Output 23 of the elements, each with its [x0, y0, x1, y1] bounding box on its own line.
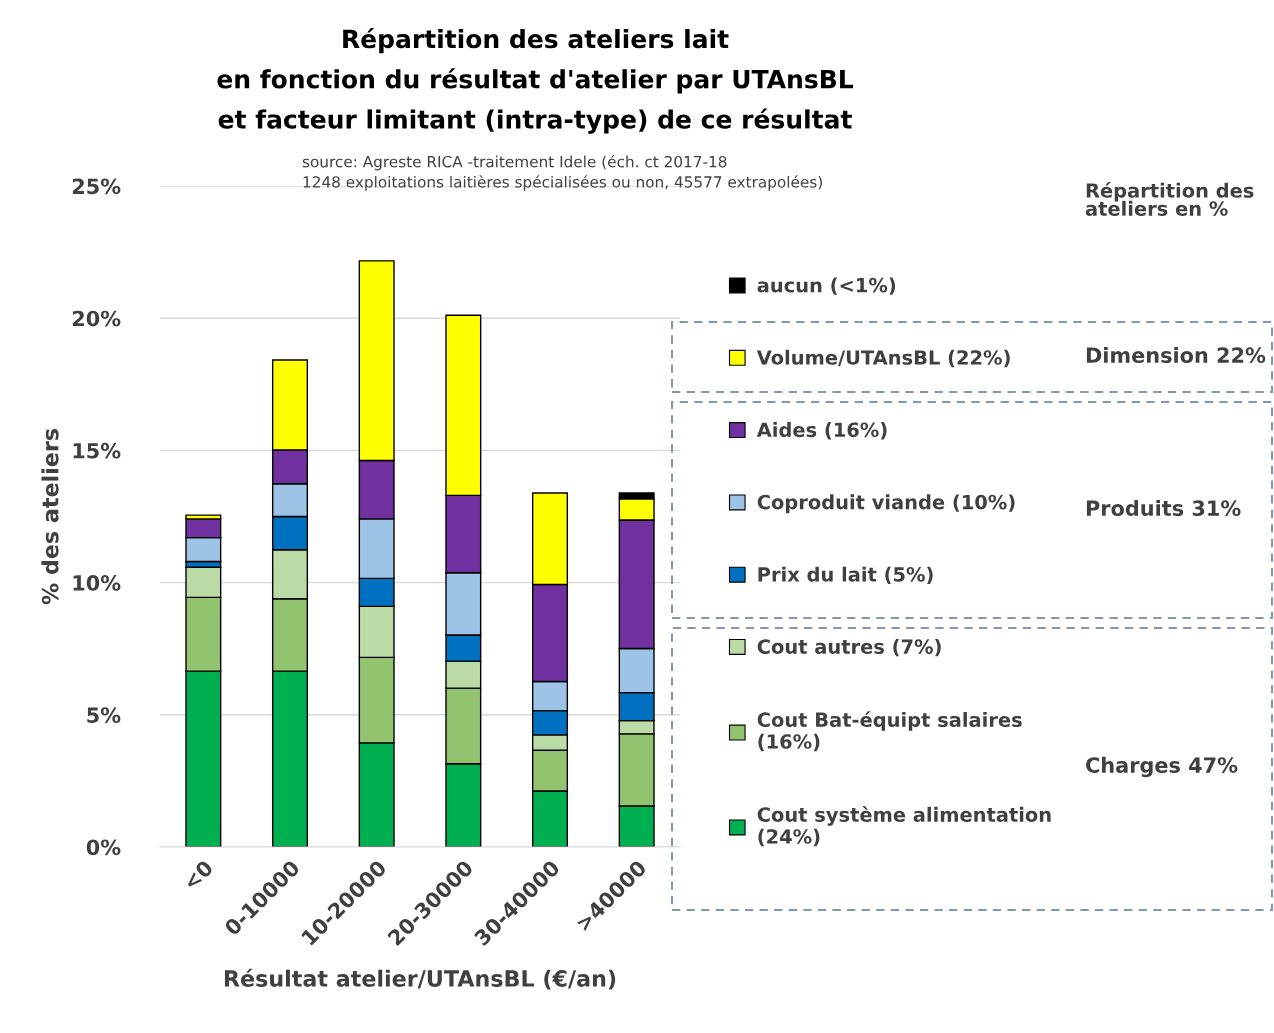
chart-title: Répartition des ateliers lait en fonction du résultat d'atelier par UTAnsBL et facteur limitant (intra-type) de ce résultat [217, 28, 854, 134]
y-tick-label: 15% [73, 442, 121, 459]
text: Répartition des ateliers en % [1085, 182, 1254, 216]
y-tick-label: 0% [86, 839, 121, 856]
legend-label: Volume/UTAnsBL (22%) [756, 349, 1010, 368]
y-tick-label: 10% [73, 575, 121, 591]
legend-label: Cout système alimentation (24%) [757, 806, 1051, 847]
y-tick-label: 25% [72, 178, 121, 195]
y-tick-label: 20% [72, 310, 121, 327]
legend-label: aucun (<1%) [757, 277, 896, 295]
legend-label: Cout autres (7%) [757, 638, 941, 657]
chart-subtitle: source: Agreste RICA -traitement Idele (éch. ct 2017-18 1248 exploitations laitières spécialisées ou non, 45577 extrapolées) [302, 155, 822, 191]
legend-label: Coproduit viande (10%) [757, 494, 1015, 514]
text: Charges 47% [1086, 756, 1238, 778]
text: Dimension 22% [1086, 346, 1266, 364]
x-axis-title: Résultat atelier/UTAnsBL (€/an) [224, 968, 616, 990]
legend-label: Cout Bat-équipt salaires (16%) [757, 711, 1022, 752]
y-tick-label: 5% [87, 707, 121, 724]
x-tick-label: <0 [182, 859, 215, 891]
text: Produits 31% [1086, 499, 1241, 517]
legend-label: Aides (16%) [756, 422, 887, 440]
y-axis-title: % des ateliers [41, 428, 59, 605]
legend-label: Prix du lait (5%) [758, 566, 933, 584]
